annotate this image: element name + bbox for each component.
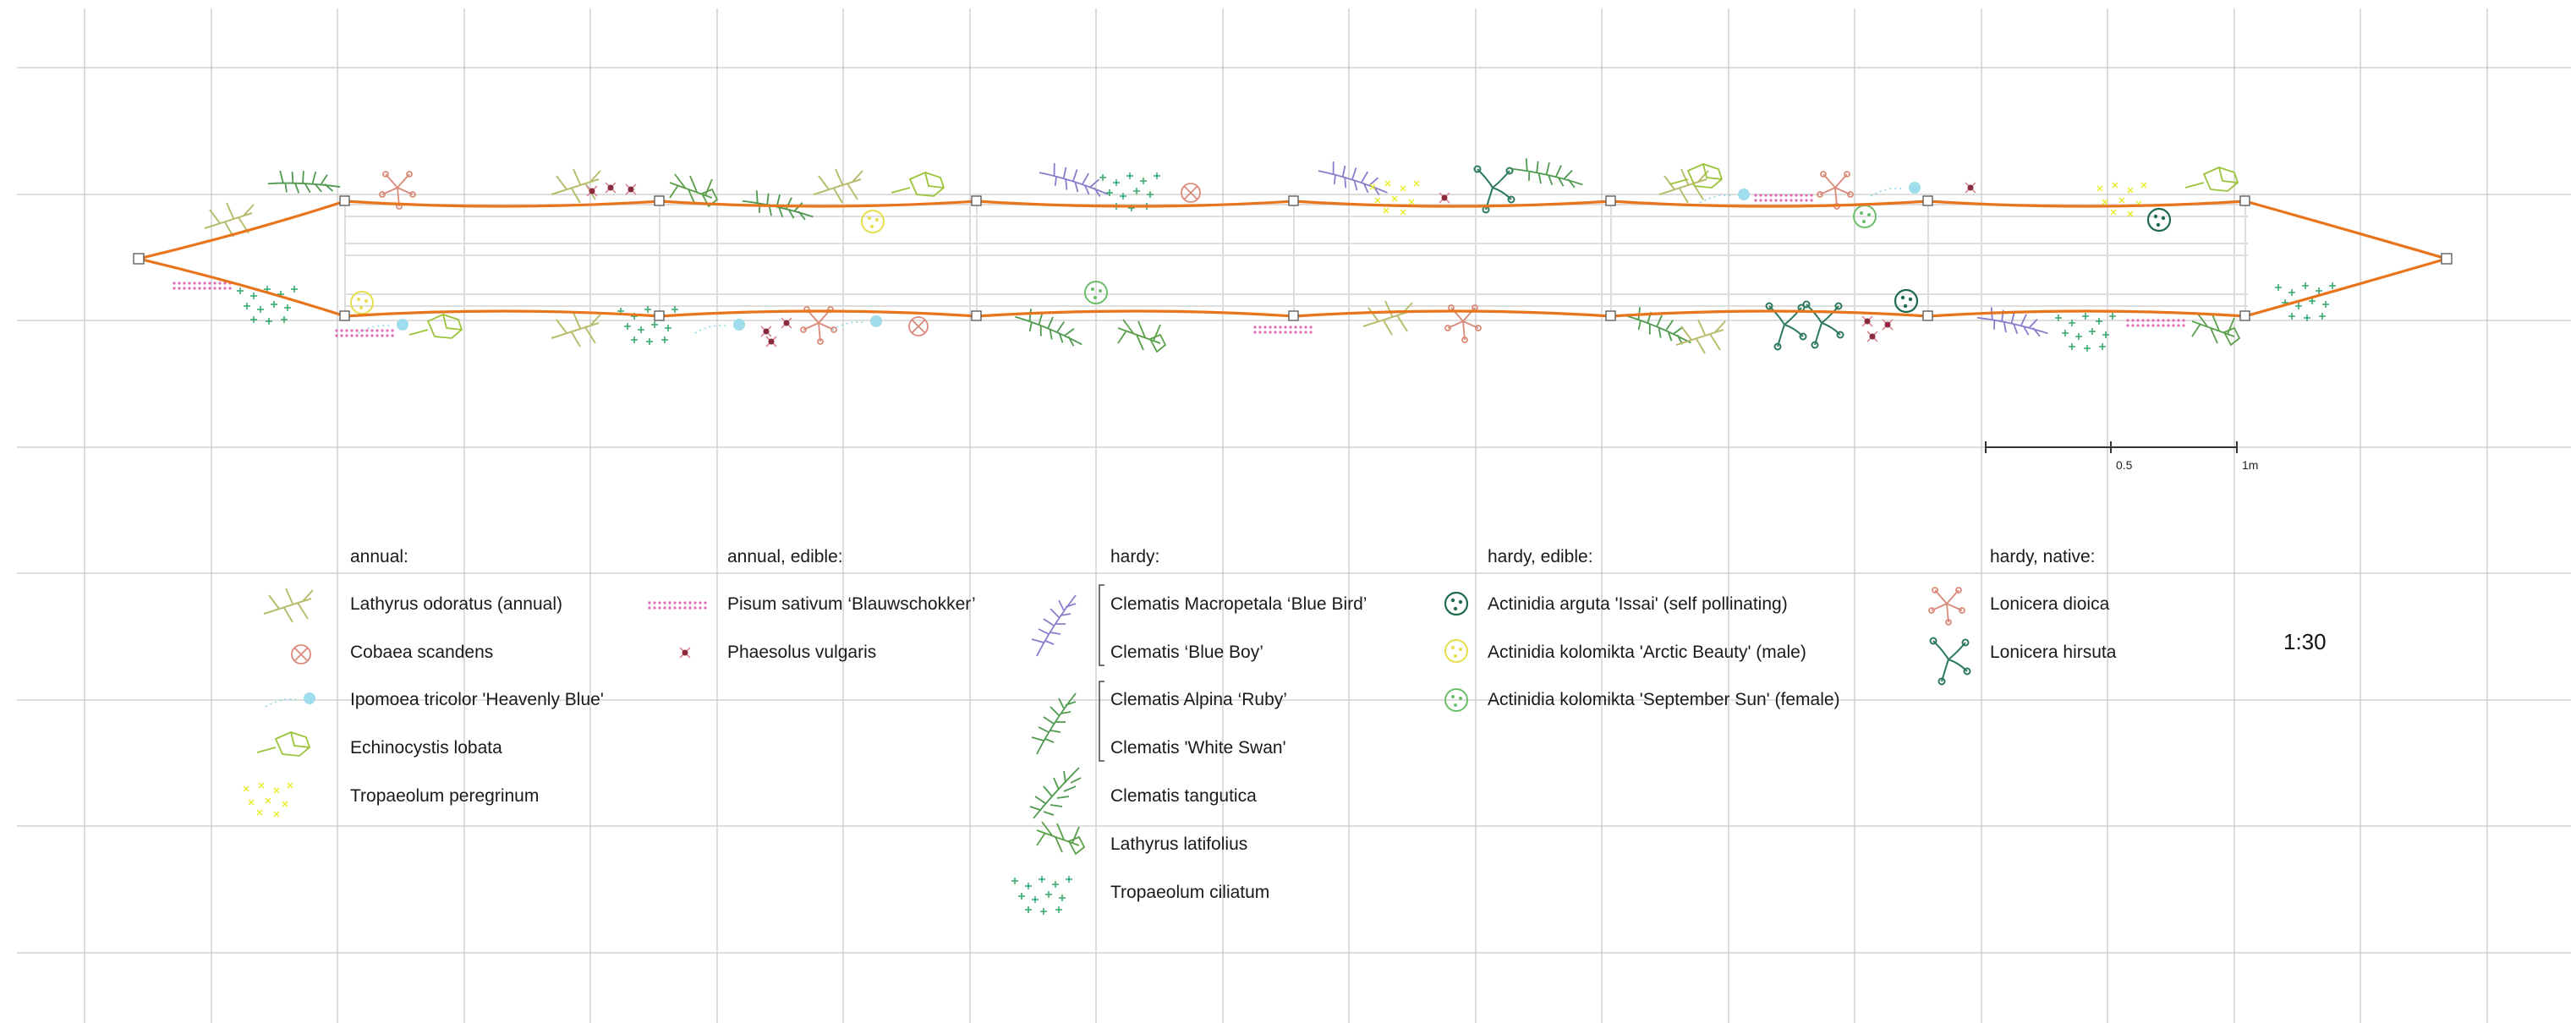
legend-symbols (243, 587, 1971, 916)
legend-header-annual-edible: annual, edible: (727, 547, 843, 566)
legend-label: Phaesolus vulgaris (727, 643, 877, 662)
legend-brackets (1099, 584, 1104, 762)
legend-header-hardy-native: hardy, native: (1990, 547, 2096, 566)
scale-bar (1985, 441, 2238, 453)
scale-bar-mid-label: 0.5 (2116, 458, 2133, 472)
scale-bar-end-label: 1m (2242, 458, 2259, 472)
tropaeolum-peregrinum-icon (243, 782, 293, 818)
legend-label: Clematis Alpina ‘Ruby’ (1110, 690, 1287, 709)
legend-header-hardy-edible: hardy, edible: (1488, 547, 1593, 566)
phaseolus-vulgaris-icon (679, 647, 691, 659)
lonicera-hirsuta-icon (1929, 637, 1971, 686)
cobaea-scandens-icon (291, 644, 311, 665)
legend-label: Cobaea scandens (350, 643, 494, 662)
legend-label: Clematis tangutica (1110, 786, 1257, 806)
trellis-rails (344, 204, 2248, 316)
legend-header-annual: annual: (350, 547, 408, 566)
legend-label: Actinidia arguta 'Issai' (self pollinati… (1488, 594, 1788, 614)
plant-placements (173, 142, 2337, 356)
climbing-structure-outline (133, 195, 2453, 321)
legend-label: Lathyrus odoratus (annual) (350, 594, 562, 614)
actinidia-arctic-beauty-icon (1444, 639, 1468, 663)
legend-label: Clematis ‘Blue Boy’ (1110, 643, 1263, 662)
lathyrus-latifolius-icon (1036, 821, 1085, 855)
legend-header-hardy: hardy: (1110, 547, 1160, 566)
clematis-alpina-icon (1031, 692, 1077, 755)
legend-label: Actinidia kolomikta 'Arctic Beauty' (mal… (1488, 643, 1806, 662)
legend-label: Lonicera hirsuta (1990, 643, 2117, 662)
pisum-sativum-icon (648, 601, 707, 610)
clematis-macropetala-icon (1031, 594, 1077, 657)
legend-label: Ipomoea tricolor 'Heavenly Blue' (350, 690, 604, 709)
legend-label: Clematis Macropetala ‘Blue Bird’ (1110, 594, 1367, 614)
legend-label: Pisum sativum ‘Blauwschokker’ (727, 594, 976, 614)
legend-label: Actinidia kolomikta 'September Sun' (fem… (1488, 690, 1840, 709)
legend-label: Tropaeolum peregrinum (350, 786, 540, 806)
lathyrus-odoratus-icon (263, 588, 314, 623)
background-grid (17, 8, 2571, 1023)
legend-label: Lonicera dioica (1990, 594, 2110, 614)
legend-label: Echinocystis lobata (350, 738, 502, 758)
legend-label: Clematis 'White Swan' (1110, 738, 1286, 758)
legend-label: Tropaeolum ciliatum (1110, 883, 1270, 902)
echinocystis-lobata-icon (256, 731, 310, 757)
clematis-tangutica-icon (1029, 767, 1082, 819)
legend-label: Lathyrus latifolius (1110, 834, 1248, 854)
actinidia-arguta-icon (1444, 591, 1469, 616)
lonicera-dioica-icon (1928, 587, 1965, 626)
tropaeolum-ciliatum-icon (1011, 875, 1073, 916)
scale-ratio: 1:30 (2283, 629, 2327, 654)
